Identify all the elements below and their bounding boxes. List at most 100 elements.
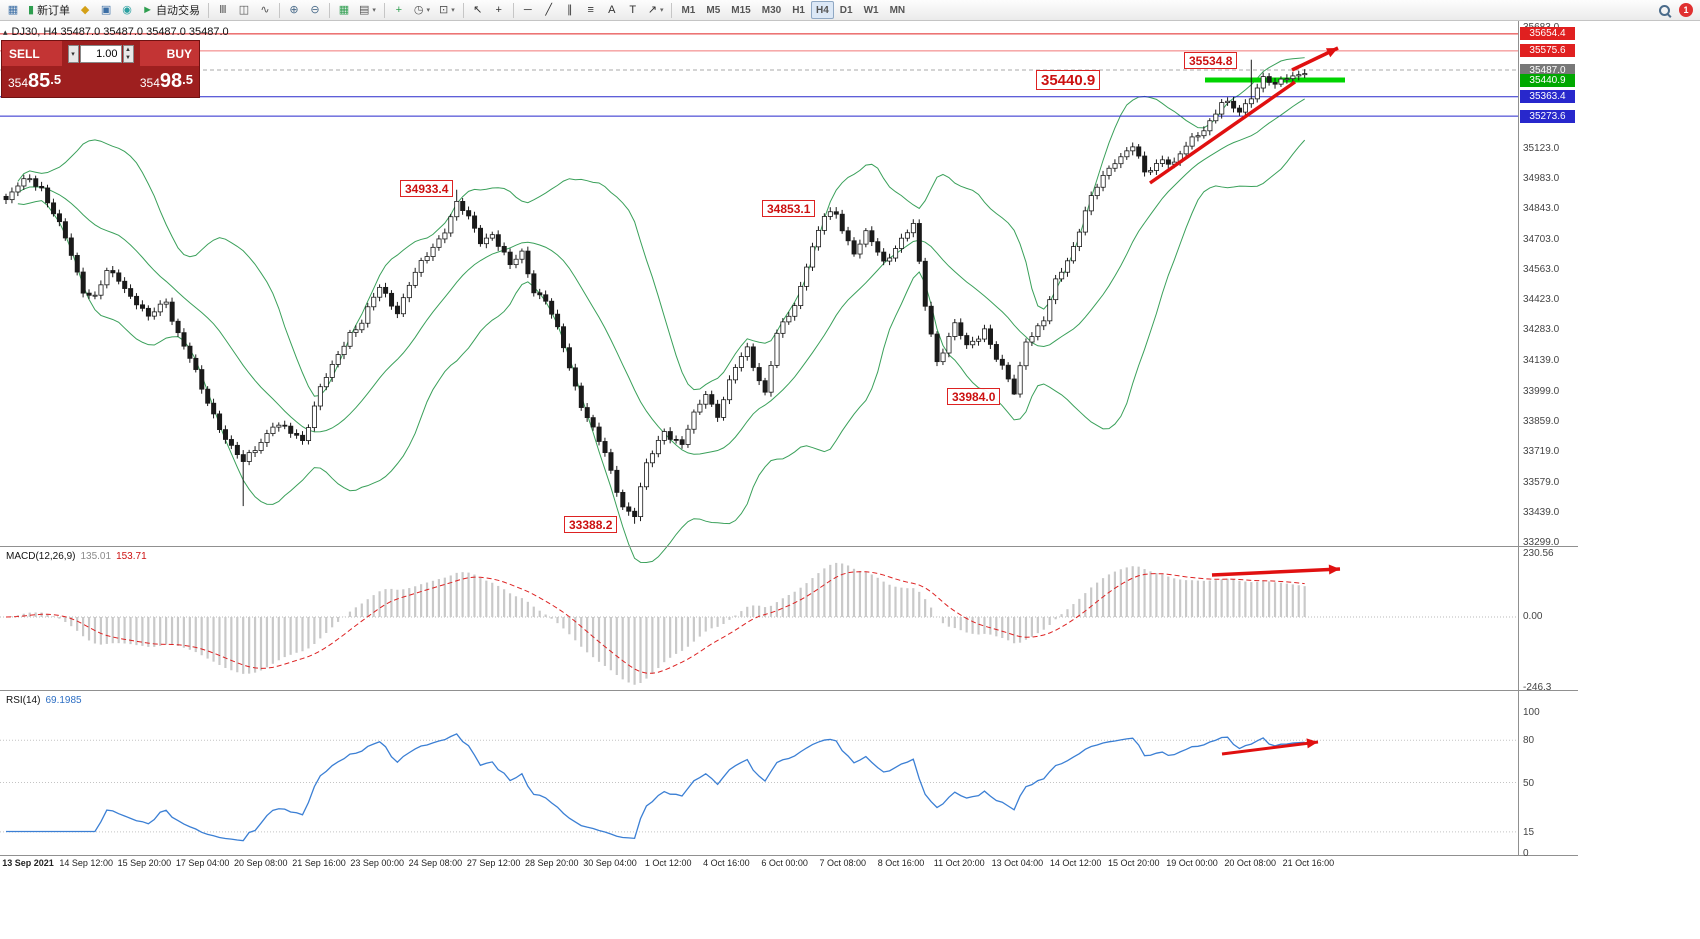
macd-scale-label: 230.56	[1523, 548, 1554, 559]
tile-windows-button[interactable]: ▦	[334, 1, 354, 19]
price-annotation[interactable]: 34853.1	[762, 200, 816, 217]
macd-indicator-label: MACD(12,26,9) 135.01 153.71	[6, 551, 147, 562]
search-icon	[1658, 4, 1671, 17]
horizontal-line-tool-icon: ─	[523, 3, 532, 16]
candles-mode-button[interactable]: ◫	[234, 1, 254, 19]
price-annotation[interactable]: 35440.9	[1036, 70, 1101, 90]
price-annotation[interactable]: 33388.2	[564, 516, 618, 533]
signals-button[interactable]: ◉	[117, 1, 137, 19]
periods-icon: ◷	[413, 3, 424, 16]
bars-mode-button[interactable]: Ⅲ	[213, 1, 233, 19]
timeframe-m5-button[interactable]: M5	[706, 4, 721, 16]
time-axis-label: 20 Sep 08:00	[234, 858, 288, 868]
channel-tool-button[interactable]: ∥	[560, 1, 580, 19]
label-tool-icon: T	[629, 3, 637, 16]
price-annotation[interactable]: 35534.8	[1184, 52, 1238, 69]
timeframe-h4-button[interactable]: H4	[810, 1, 834, 19]
time-axis-label: 30 Sep 04:00	[583, 858, 637, 868]
new-chart-button[interactable]: ▦	[3, 1, 23, 19]
price-tag: 35487.0	[1520, 63, 1575, 77]
tile-windows-icon: ▦	[338, 3, 350, 16]
templates-icon: ⊡	[439, 3, 449, 16]
label-tool-button[interactable]: T	[623, 1, 643, 19]
search-button[interactable]	[1654, 1, 1675, 19]
macd-signal-value: 153.71	[116, 551, 147, 562]
crosshair-button[interactable]: +	[489, 1, 509, 19]
time-axis-label: 20 Oct 08:00	[1224, 858, 1276, 868]
signals-icon: ◉	[122, 3, 132, 16]
macd-scale-label: 0.00	[1523, 611, 1543, 622]
time-axis-label: 15 Sep 20:00	[117, 858, 172, 868]
time-axis-label: 28 Sep 20:00	[525, 858, 579, 868]
time-axis-label: 21 Oct 16:00	[1282, 858, 1335, 868]
fibonacci-tool-icon: ≡	[587, 3, 594, 16]
toolbar-separator	[278, 2, 280, 18]
price-annotation[interactable]: 33984.0	[947, 388, 1001, 405]
cursor-icon: ↖	[473, 3, 483, 16]
price-tick: 35123.0	[1523, 142, 1560, 154]
zoom-out-button[interactable]: ⊖	[305, 1, 325, 19]
toolbar-separator	[512, 2, 514, 18]
price-annotation[interactable]: 34933.4	[400, 180, 454, 197]
toolbar: ▦ ▮ 新订单 ◆ ▣ ◉ ► 自动交易 Ⅲ ◫ ∿ ⊕ ⊖ ▦ ▤ ▾ + ◷ ▾ ⊡ ▾ ↖ + ─ ╱ ∥ ≡ A T ↗ ▾ M1 M5…	[0, 0, 1700, 21]
buy-price[interactable]: 35498.5	[139, 70, 193, 92]
oneclick-toggle-icon[interactable]: ▴	[3, 26, 8, 37]
profiles-button[interactable]: ▤ ▾	[355, 1, 380, 19]
volume-control: ▾ ▲▼	[61, 41, 140, 66]
toolbar-separator	[671, 2, 673, 18]
timeframe-m30-button[interactable]: M30	[761, 4, 782, 16]
cursor-button[interactable]: ↖	[468, 1, 488, 19]
autotrading-icon: ►	[142, 3, 153, 16]
rsi-indicator-label: RSI(14) 69.1985	[6, 695, 82, 706]
volume-dropdown-icon[interactable]: ▾	[67, 44, 79, 63]
timeframe-m15-button[interactable]: M15	[731, 4, 751, 16]
fibonacci-tool-button[interactable]: ≡	[581, 1, 601, 19]
timeframe-d1-button[interactable]: D1	[839, 4, 853, 16]
timeframe-mn-button[interactable]: MN	[889, 4, 906, 16]
chart-surface[interactable]	[0, 21, 1700, 939]
new-order-button[interactable]: ▮ 新订单	[24, 1, 74, 19]
line-mode-icon: ∿	[260, 3, 270, 16]
volume-input[interactable]	[79, 44, 122, 63]
timeframe-h1-button[interactable]: H1	[792, 4, 805, 16]
horizontal-line-tool-button[interactable]: ─	[518, 1, 538, 19]
symbol-header: ▴ DJ30, H4 35487.0 35487.0 35487.0 35487…	[3, 26, 229, 38]
market-button[interactable]: ▣	[96, 1, 116, 19]
symbol-ohlc-text: DJ30, H4 35487.0 35487.0 35487.0 35487.0	[11, 26, 229, 38]
zoom-out-icon: ⊖	[310, 3, 320, 16]
price-tick: 34843.0	[1523, 203, 1560, 215]
rsi-value: 69.1985	[45, 695, 82, 706]
line-mode-button[interactable]: ∿	[255, 1, 275, 19]
volume-stepper[interactable]: ▲ ▼	[122, 44, 134, 63]
timeframe-w1-button[interactable]: W1	[863, 4, 879, 16]
notification-badge[interactable]: 1	[1679, 3, 1693, 17]
trendline-tool-button[interactable]: ╱	[539, 1, 559, 19]
mql5-community-icon: ◆	[80, 3, 90, 16]
templates-button[interactable]: ⊡ ▾	[435, 1, 459, 19]
timeframe-m1-button[interactable]: M1	[681, 4, 696, 16]
macd-value: 135.01	[80, 551, 112, 562]
time-axis-label: 21 Sep 16:00	[292, 858, 346, 868]
sell-button[interactable]: SELL	[2, 41, 62, 66]
one-click-trading-panel: SELL ▾ ▲▼ BUY 35485.5 35498.5	[1, 40, 200, 98]
autotrading-button[interactable]: ► 自动交易	[138, 1, 204, 19]
zoom-in-button[interactable]: ⊕	[284, 1, 304, 19]
time-axis-label: 23 Sep 00:00	[350, 858, 404, 868]
mql5-community-button[interactable]: ◆	[75, 1, 95, 19]
buy-button[interactable]: BUY	[139, 41, 199, 66]
main-macd-separator	[0, 546, 1578, 547]
time-axis-label: 13 Sep 2021	[2, 858, 54, 868]
macd-name: MACD(12,26,9)	[6, 551, 76, 562]
time-axis-label: 17 Sep 04:00	[175, 858, 230, 868]
rsi-scale-label: 0	[1523, 848, 1529, 859]
periods-button[interactable]: ◷ ▾	[410, 1, 434, 19]
indicators-button[interactable]: +	[389, 1, 409, 19]
price-tick: 33859.0	[1523, 415, 1560, 427]
arrows-tool-button[interactable]: ↗ ▾	[644, 1, 668, 19]
dropdown-icon: ▾	[659, 7, 664, 14]
sell-price[interactable]: 35485.5	[8, 70, 62, 92]
price-tag: 35654.4	[1520, 27, 1575, 41]
text-tool-button[interactable]: A	[602, 1, 622, 19]
time-axis-label: 14 Sep 12:00	[59, 858, 113, 868]
candles-mode-icon: ◫	[238, 3, 250, 16]
